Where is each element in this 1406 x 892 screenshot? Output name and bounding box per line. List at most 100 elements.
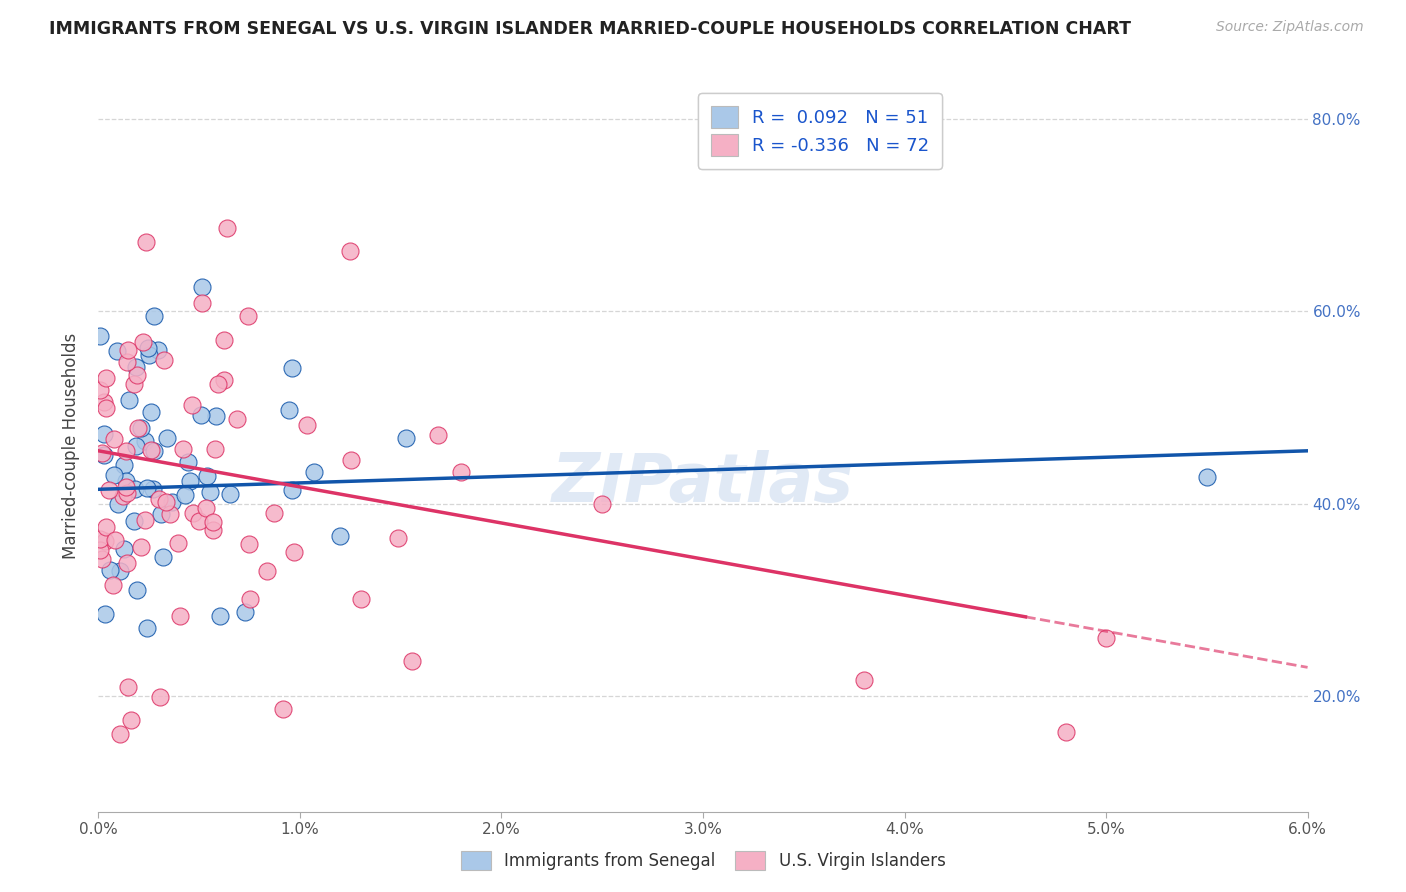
Point [94,520,117,534]
Point [114,444,136,458]
Point [200,485,222,500]
Point [191,296,214,310]
Point [176,454,198,468]
Point [105,344,128,359]
Point [1195,469,1218,483]
Point [256,565,278,579]
Point [114,541,136,556]
Point [107,497,129,511]
Point [204,442,226,456]
Point [173,488,195,502]
Point [149,690,172,704]
Point [96,371,118,385]
Point [122,514,145,528]
Point [401,654,423,668]
Point [120,713,142,727]
Point [225,412,247,426]
Point [236,309,259,323]
Point [181,507,204,521]
Point [149,508,172,522]
Point [127,368,149,383]
Point [93,426,115,441]
Point [146,343,169,357]
Point [195,500,218,515]
Point [209,608,232,623]
Point [212,333,235,347]
Point [191,279,214,293]
Point [395,431,418,445]
Point [295,418,318,433]
Point [172,442,194,456]
Point [195,468,218,483]
Point [143,444,166,458]
Point [142,483,165,497]
Point [131,541,153,555]
Point [89,542,111,557]
Point [302,466,325,480]
Point [340,452,363,467]
Legend: Immigrants from Senegal, U.S. Virgin Islanders: Immigrants from Senegal, U.S. Virgin Isl… [454,844,952,877]
Point [131,421,153,435]
Point [281,361,304,376]
Point [202,515,225,529]
Point [122,376,145,391]
Point [179,474,201,488]
Point [112,490,135,504]
Point [103,432,125,446]
Point [283,545,305,559]
Point [450,465,472,479]
Point [233,606,256,620]
Point [162,495,184,509]
Point [207,376,229,391]
Point [125,439,148,453]
Y-axis label: Married-couple Households: Married-couple Households [62,333,80,559]
Text: IMMIGRANTS FROM SENEGAL VS U.S. VIRGIN ISLANDER MARRIED-COUPLE HOUSEHOLDS CORREL: IMMIGRANTS FROM SENEGAL VS U.S. VIRGIN I… [49,20,1132,37]
Point [169,609,191,624]
Point [125,582,148,597]
Point [134,434,156,449]
Point [90,552,112,566]
Point [117,680,139,694]
Point [278,403,301,417]
Point [187,514,209,528]
Text: ZIPatlas: ZIPatlas [553,450,853,516]
Point [93,395,115,409]
Point [217,220,239,235]
Point [115,355,138,369]
Point [139,442,162,457]
Point [143,310,166,324]
Point [103,578,125,592]
Text: Source: ZipAtlas.com: Source: ZipAtlas.com [1216,20,1364,34]
Point [117,343,139,357]
Point [591,497,613,511]
Point [167,535,190,549]
Point [132,335,155,350]
Point [98,563,121,577]
Point [1054,724,1077,739]
Point [89,383,111,397]
Point [155,495,177,509]
Point [94,401,117,415]
Point [152,550,174,565]
Point [104,533,127,547]
Point [91,445,114,459]
Point [135,621,157,635]
Point [350,591,373,606]
Point [853,673,876,687]
Point [89,533,111,547]
Point [135,235,157,249]
Point [239,592,262,607]
Point [218,486,240,500]
Point [263,506,285,520]
Point [148,492,170,507]
Point [329,528,352,542]
Point [97,483,120,497]
Point [339,244,361,258]
Point [114,480,136,494]
Point [212,373,235,387]
Legend: R =  0.092   N = 51, R = -0.336   N = 72: R = 0.092 N = 51, R = -0.336 N = 72 [697,93,942,169]
Point [136,341,159,355]
Point [112,458,135,473]
Point [125,360,148,375]
Point [115,485,138,500]
